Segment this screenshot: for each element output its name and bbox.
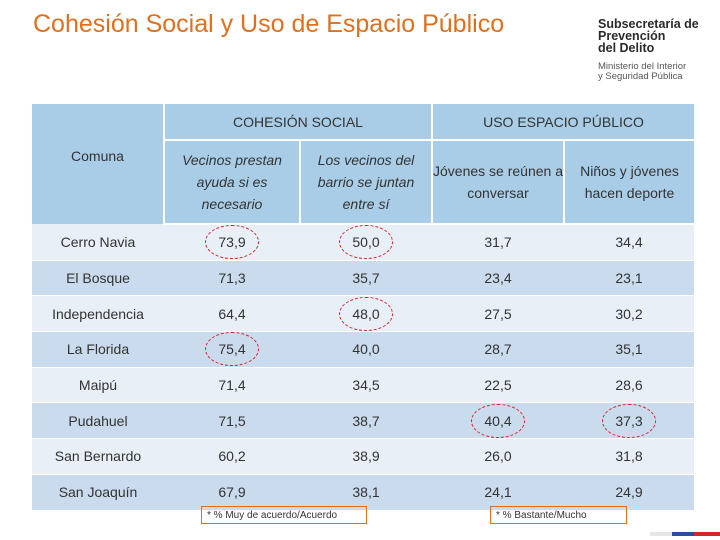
logo-line-5: y Seguridad Pública [598, 71, 683, 82]
logo-line-4: Ministerio del Interior [598, 61, 687, 72]
highlighted-value: 73,9 [205, 225, 259, 260]
value-cell: 71,4 [164, 367, 300, 404]
comuna-cell: Pudahuel [32, 402, 164, 440]
col-header-juntan: Los vecinos del barrio se juntan entre s… [299, 140, 432, 225]
value-cell: 73,9 [164, 224, 300, 261]
value-cell: 50,0 [300, 224, 432, 261]
comuna-cell: Cerro Navia [32, 224, 164, 261]
highlighted-value: 48,0 [339, 296, 393, 331]
table-row: Independencia 64,4 48,0 27,5 30,2 [32, 295, 694, 333]
table-row: San Joaquín 67,9 38,1 24,1 24,9 [32, 474, 694, 511]
page-title: Cohesión Social y Uso de Espacio Público [33, 10, 505, 38]
value-cell: 60,2 [164, 438, 300, 475]
comuna-cell: El Bosque [32, 260, 164, 297]
value-cell: 34,5 [300, 367, 432, 404]
value-cell: 22,5 [432, 367, 564, 404]
value-cell: 40,4 [432, 402, 564, 440]
value-cell: 27,5 [432, 295, 564, 333]
col-header-conversar: Jóvenes se reúnen a conversar [431, 140, 564, 225]
table-row: San Bernardo 60,2 38,9 26,0 31,8 [32, 438, 694, 475]
value-cell: 26,0 [432, 438, 564, 475]
value-cell: 31,7 [432, 224, 564, 261]
value-cell: 24,9 [564, 474, 694, 511]
col-header-ayuda: Vecinos prestan ayuda si es necesario [163, 140, 300, 225]
note-acuerdo: * % Muy de acuerdo/Acuerdo [201, 506, 367, 524]
value-cell: 31,8 [564, 438, 694, 475]
value-cell: 48,0 [300, 295, 432, 333]
highlighted-value: 37,3 [602, 403, 656, 438]
flag-stripe [650, 532, 720, 536]
data-table: Comuna COHESIÓN SOCIAL USO ESPACIO PÚBLI… [32, 104, 694, 511]
value-cell: 34,4 [564, 224, 694, 261]
value-cell: 64,4 [164, 295, 300, 333]
logo-line-3: del Delito [598, 41, 655, 55]
value-cell: 35,1 [564, 331, 694, 368]
value-cell: 71,5 [164, 402, 300, 440]
comuna-cell: San Joaquín [32, 474, 164, 511]
highlighted-value: 75,4 [205, 332, 259, 367]
value-cell: 28,6 [564, 367, 694, 404]
highlighted-value: 50,0 [339, 225, 393, 260]
highlighted-value: 40,4 [471, 403, 525, 438]
note-bastante: * % Bastante/Mucho [490, 506, 627, 524]
institution-logo: Subsecretaría de Prevención del Delito M… [598, 18, 710, 82]
col-header-deporte: Niños y jóvenes hacen deporte [563, 140, 694, 225]
value-cell: 38,7 [300, 402, 432, 440]
value-cell: 23,4 [432, 260, 564, 297]
value-cell: 40,0 [300, 331, 432, 368]
table-row: Pudahuel 71,5 38,7 40,4 37,3 [32, 402, 694, 440]
value-cell: 38,9 [300, 438, 432, 475]
group-header-uso: USO ESPACIO PÚBLICO [431, 104, 694, 141]
comuna-cell: La Florida [32, 331, 164, 368]
value-cell: 71,3 [164, 260, 300, 297]
value-cell: 23,1 [564, 260, 694, 297]
value-cell: 30,2 [564, 295, 694, 333]
value-cell: 37,3 [564, 402, 694, 440]
value-cell: 24,1 [432, 474, 564, 511]
group-header-cohesion: COHESIÓN SOCIAL [163, 104, 432, 141]
value-cell: 75,4 [164, 331, 300, 368]
comuna-cell: Maipú [32, 367, 164, 404]
value-cell: 67,9 [164, 474, 300, 511]
table-row: El Bosque 71,3 35,7 23,4 23,1 [32, 260, 694, 297]
value-cell: 38,1 [300, 474, 432, 511]
table-row: La Florida 75,4 40,0 28,7 35,1 [32, 331, 694, 368]
comuna-header: Comuna [32, 104, 164, 224]
comuna-cell: San Bernardo [32, 438, 164, 475]
table-row: Maipú 71,4 34,5 22,5 28,6 [32, 367, 694, 404]
logo-line-1: Subsecretaría de [598, 17, 699, 31]
value-cell: 35,7 [300, 260, 432, 297]
comuna-cell: Independencia [32, 295, 164, 333]
value-cell: 28,7 [432, 331, 564, 368]
table-row: Cerro Navia 73,9 50,0 31,7 34,4 [32, 224, 694, 261]
logo-line-2: Prevención [598, 29, 666, 43]
